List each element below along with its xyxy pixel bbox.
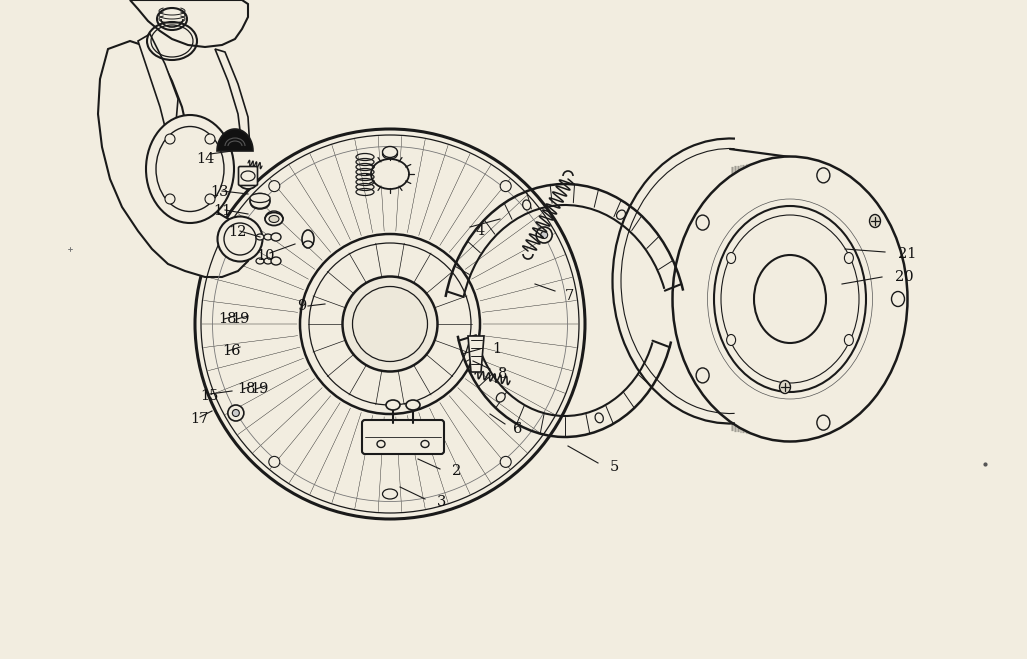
Text: 19: 19 <box>231 312 250 326</box>
Ellipse shape <box>300 234 480 414</box>
Ellipse shape <box>406 400 420 410</box>
Ellipse shape <box>241 171 255 181</box>
Ellipse shape <box>386 400 400 410</box>
Polygon shape <box>217 129 253 151</box>
Polygon shape <box>98 41 252 277</box>
Ellipse shape <box>371 159 409 189</box>
Ellipse shape <box>271 233 281 241</box>
Ellipse shape <box>382 489 397 499</box>
Text: 17: 17 <box>190 412 208 426</box>
Ellipse shape <box>727 335 735 345</box>
Ellipse shape <box>500 457 511 467</box>
Text: 5: 5 <box>610 460 619 474</box>
Ellipse shape <box>269 181 279 192</box>
Text: 13: 13 <box>210 185 228 199</box>
Ellipse shape <box>595 413 603 423</box>
Polygon shape <box>215 49 250 149</box>
Ellipse shape <box>540 231 547 239</box>
Text: 3: 3 <box>438 495 447 509</box>
Ellipse shape <box>523 200 531 210</box>
Text: 18: 18 <box>218 312 236 326</box>
Ellipse shape <box>382 146 397 158</box>
Ellipse shape <box>891 291 905 306</box>
Text: 18: 18 <box>237 382 256 396</box>
Polygon shape <box>468 336 484 372</box>
Ellipse shape <box>844 252 853 264</box>
Text: 8: 8 <box>498 367 507 381</box>
Ellipse shape <box>264 258 272 264</box>
Ellipse shape <box>696 368 709 383</box>
Text: 7: 7 <box>565 289 574 303</box>
Polygon shape <box>138 34 178 139</box>
Ellipse shape <box>536 227 553 243</box>
Text: 21: 21 <box>898 247 916 261</box>
Ellipse shape <box>256 258 264 264</box>
Ellipse shape <box>239 175 257 189</box>
Ellipse shape <box>232 409 239 416</box>
Ellipse shape <box>256 234 264 240</box>
Ellipse shape <box>195 129 585 519</box>
Text: 12: 12 <box>228 225 246 239</box>
Ellipse shape <box>205 194 215 204</box>
Ellipse shape <box>250 194 270 208</box>
Ellipse shape <box>165 134 175 144</box>
Text: 4: 4 <box>476 224 485 238</box>
Ellipse shape <box>779 380 791 393</box>
Ellipse shape <box>496 393 505 402</box>
Ellipse shape <box>269 457 279 467</box>
Ellipse shape <box>870 214 880 227</box>
Ellipse shape <box>271 257 281 265</box>
Ellipse shape <box>816 415 830 430</box>
Ellipse shape <box>264 234 272 240</box>
Text: 15: 15 <box>200 389 219 403</box>
Ellipse shape <box>616 210 625 219</box>
FancyBboxPatch shape <box>238 167 258 185</box>
Ellipse shape <box>754 255 826 343</box>
Text: 6: 6 <box>514 422 523 436</box>
Ellipse shape <box>714 206 866 392</box>
Ellipse shape <box>165 194 175 204</box>
Text: 19: 19 <box>250 382 268 396</box>
Text: 1: 1 <box>492 342 501 356</box>
Ellipse shape <box>302 230 314 248</box>
Ellipse shape <box>816 168 830 183</box>
Ellipse shape <box>500 181 511 192</box>
Ellipse shape <box>727 252 735 264</box>
Ellipse shape <box>218 217 263 262</box>
Text: 16: 16 <box>222 344 240 358</box>
Text: 2: 2 <box>452 464 461 478</box>
Polygon shape <box>130 0 248 47</box>
Ellipse shape <box>205 134 215 144</box>
Ellipse shape <box>250 194 270 202</box>
Ellipse shape <box>269 215 279 223</box>
Text: 10: 10 <box>256 249 274 263</box>
Text: 9: 9 <box>297 299 306 313</box>
Ellipse shape <box>228 405 243 421</box>
Ellipse shape <box>844 335 853 345</box>
Text: 14: 14 <box>196 152 215 166</box>
Ellipse shape <box>146 115 234 223</box>
Text: 11: 11 <box>213 204 231 218</box>
Ellipse shape <box>696 215 709 230</box>
FancyBboxPatch shape <box>362 420 444 454</box>
Ellipse shape <box>382 149 397 159</box>
Ellipse shape <box>265 212 283 225</box>
Ellipse shape <box>342 277 438 372</box>
Ellipse shape <box>673 156 908 442</box>
Text: 20: 20 <box>895 270 914 284</box>
